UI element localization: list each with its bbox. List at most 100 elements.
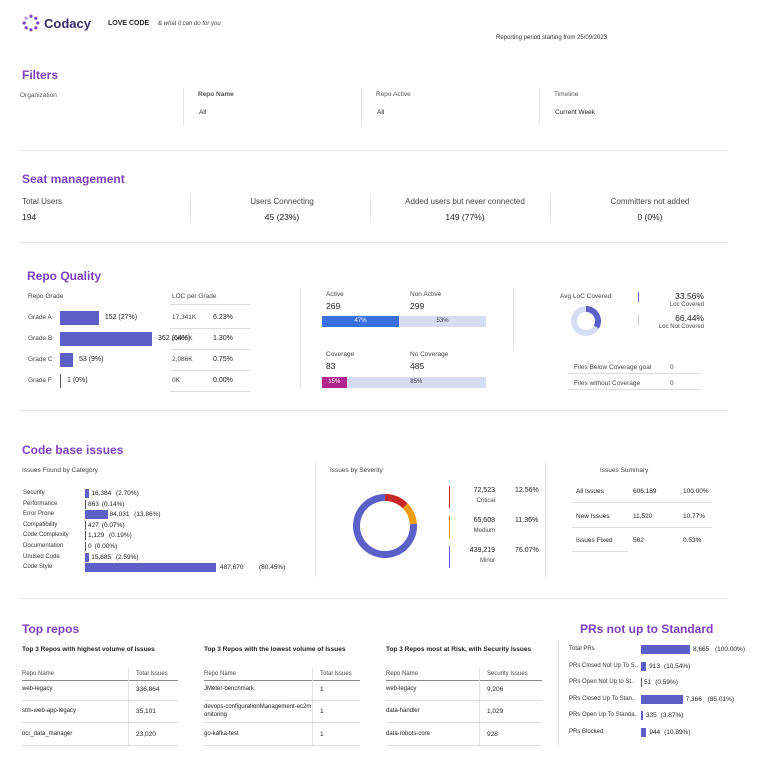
loc-covered-donut: [570, 305, 602, 337]
coverage-value: 83: [326, 361, 336, 371]
grade-bar: [60, 311, 99, 325]
issues-by-category-header: Issues Found by Category: [22, 467, 98, 474]
row-divider: [170, 328, 250, 329]
severity-pct: 11.36%: [515, 517, 539, 524]
seat-title: Seat management: [22, 172, 125, 186]
col-divider: [479, 668, 480, 746]
severity-value: 439,219: [469, 547, 495, 554]
timeline-filter[interactable]: Timeline Current Week: [552, 88, 712, 126]
severity-name: Minor: [479, 558, 495, 564]
reporting-period: Reporting period starting from 25/09/202…: [496, 35, 608, 41]
category-bar: [85, 499, 86, 509]
severity-marker: [449, 546, 450, 568]
repo-table-header: Top 3 Repos with highest volume of Issue…: [22, 646, 155, 653]
row-divider: [22, 700, 178, 701]
category-bar: [85, 489, 90, 498]
repo-value: 1: [320, 731, 324, 738]
timeline-value: Current Week: [555, 109, 595, 116]
repo-value: 1,029: [487, 708, 504, 715]
no-coverage-bar-segment: [346, 377, 486, 388]
grade-bar: [60, 374, 61, 388]
issues-summary-header: Issues Summary: [600, 467, 649, 474]
severity-marker: [449, 516, 450, 538]
code-issues-title: Code base issues: [22, 443, 124, 457]
pr-bar: [641, 694, 683, 704]
no-coverage-label: No Coverage: [410, 351, 449, 358]
repo-active-filter[interactable]: Repo Active All: [374, 88, 524, 126]
col-divider: [312, 668, 313, 746]
category-pct: (2.70%): [115, 490, 139, 497]
loc-covered-label: Loc Covered: [669, 302, 704, 308]
repo-name: go-kafka-test: [204, 731, 239, 737]
grade-count: 53 (9%): [78, 356, 104, 363]
category-value: 84,031: [109, 511, 130, 519]
loc-not-covered-arc: [571, 306, 599, 336]
row-divider: [386, 680, 542, 681]
grade-bar: [60, 353, 73, 367]
summary-pct: 10.77%: [683, 512, 706, 520]
repo-quality-title: Repo Quality: [27, 269, 102, 283]
pr-pct: (10.89%): [664, 728, 691, 736]
summary-name: Issues Fixed: [576, 537, 613, 544]
row-divider: [386, 745, 542, 746]
category-name: Unused Code: [23, 553, 60, 560]
row-divider: [170, 370, 250, 371]
grade-count: 362 (64%): [158, 335, 191, 342]
repo-grade-header: Repo Grade: [28, 293, 64, 300]
category-bar: [85, 510, 108, 520]
repo-value: 336,864: [136, 686, 160, 693]
grade-loc-pct: 1.30%: [213, 335, 233, 342]
pr-value: 51: [644, 679, 652, 686]
severity-marker: [449, 486, 450, 508]
pr-name: PRs Open Not Up to St..: [569, 679, 635, 685]
non-active-bar-segment: [399, 316, 486, 327]
repo-col-value: Security Issues: [487, 671, 528, 677]
row-divider: [204, 722, 360, 723]
coverage-ratio-bar: 15% 85%: [322, 377, 486, 388]
repo-value: 9,206: [487, 686, 504, 693]
row-divider: [572, 526, 712, 528]
users-connecting-value: 45 (23%): [264, 212, 300, 222]
loc-not-covered-pct: 66.44%: [675, 313, 704, 323]
committers-not-added-value: 0 (0%): [637, 212, 663, 222]
repo-table-header: Top 3 Repos most at Risk, with Security …: [386, 646, 532, 653]
repo-name: devops-configurationManagement-ec2monito…: [204, 704, 312, 718]
pr-value: 8,665: [693, 646, 710, 653]
divider: [20, 150, 728, 151]
pr-bar: [641, 645, 690, 654]
category-pct: (2.59%): [115, 553, 139, 561]
repo-active-value: All: [377, 109, 385, 116]
row-divider: [22, 745, 178, 746]
row-divider: [204, 745, 360, 746]
category-pct: (80.45%): [259, 564, 286, 572]
category-pct: (0.14%): [101, 500, 125, 508]
category-name: Error Prone: [23, 511, 55, 518]
pr-bar: [641, 711, 643, 720]
pr-name: PRs Open Up To Standa..: [569, 712, 638, 718]
row-divider: [386, 722, 542, 723]
severity-value: 65,608: [473, 517, 495, 524]
non-active-value: 299: [410, 301, 425, 311]
repo-name: data-handler: [386, 708, 420, 714]
pr-name: PRs Closed Not Up To S..: [569, 662, 638, 669]
summary-pct: 100.00%: [683, 488, 709, 495]
top-repos-title: Top repos: [22, 622, 80, 636]
grade-loc: 0K: [172, 377, 180, 384]
category-bar: [85, 542, 86, 551]
organization-label: Organization: [20, 92, 57, 99]
grade-loc: 2,086K: [172, 356, 193, 363]
files-below-goal-value: 0: [670, 364, 674, 371]
row-divider: [204, 680, 360, 681]
active-bar-segment: [322, 316, 400, 327]
grade-loc-pct: 6.23%: [213, 314, 233, 321]
repo-col-value: Total Issues: [320, 671, 352, 677]
grade-bar: [60, 332, 152, 346]
loc-covered-arc: [586, 306, 601, 329]
total-users-value: 194: [22, 212, 37, 222]
repo-name: stm-web-app-legacy: [22, 708, 77, 714]
grade-loc: 17,341K: [172, 314, 197, 321]
repo-name-filter[interactable]: Repo Name All: [196, 88, 346, 126]
logo-text: Codacy: [44, 16, 91, 31]
grade-name: Grade A: [28, 314, 52, 321]
active-pct: 47%: [354, 318, 367, 324]
